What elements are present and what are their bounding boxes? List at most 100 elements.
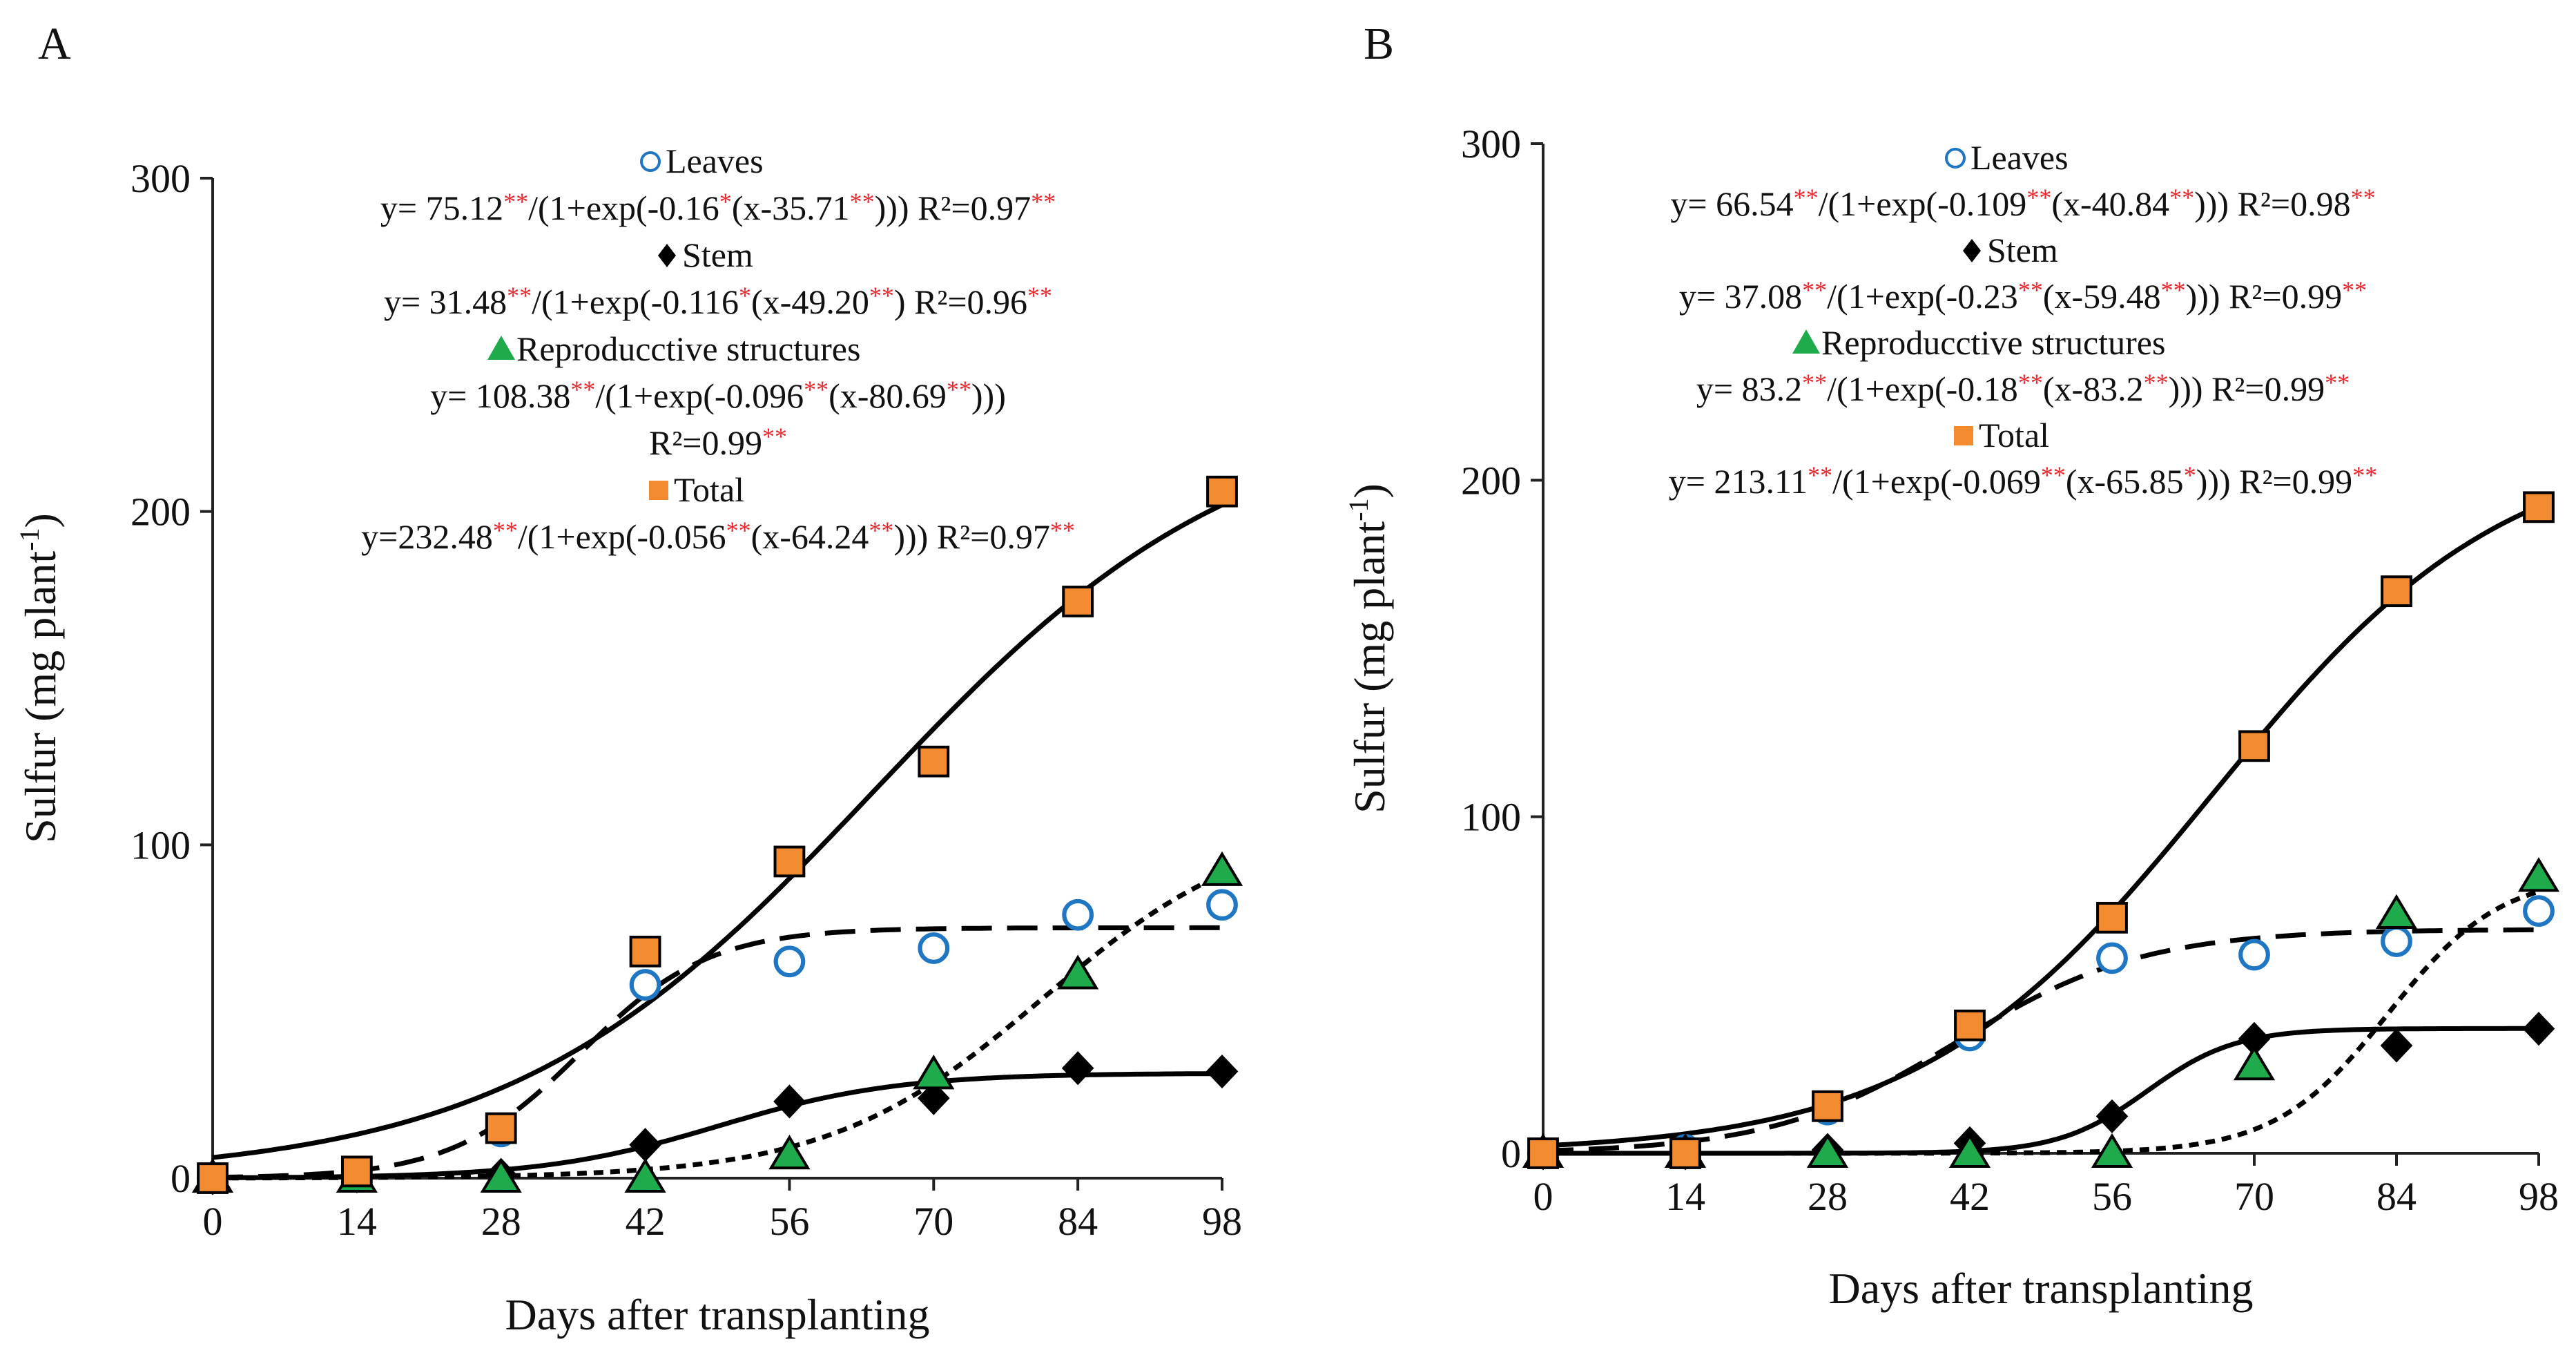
equation-part: y= 75.12 (380, 189, 503, 227)
significance-star: * (739, 282, 751, 309)
reproductive-point (1806, 1133, 1849, 1168)
reproductive-point (1057, 954, 1099, 990)
leaves-point (2523, 895, 2555, 927)
legend-series-name: Leaves (1970, 138, 2069, 177)
total-point (2381, 575, 2412, 608)
legend-diamond-icon (1963, 239, 1981, 262)
significance-star: ** (1050, 517, 1075, 544)
legend-series-name: Total (674, 470, 744, 509)
significance-star: ** (2041, 461, 2066, 489)
legend-series-name: Stem (1987, 231, 2058, 269)
significance-star: ** (1027, 282, 1052, 309)
equation-part: ))) R²=0.98 (2194, 184, 2351, 223)
significance-star: ** (762, 423, 787, 450)
legend-series-name: Total (1979, 416, 2049, 454)
leaves-point (2381, 925, 2412, 957)
y-axis-title-main: Sulfur (mg plant (1345, 521, 1394, 814)
leaves-point (629, 969, 661, 1001)
significance-star: ** (2325, 369, 2350, 396)
leaves-series (197, 889, 1238, 1194)
significance-star: * (2184, 461, 2196, 489)
y-axis-title-superscript: -1 (14, 528, 45, 550)
significance-star: ** (1802, 276, 1827, 304)
leaves-point (773, 945, 806, 978)
reproductive-fit-curve (213, 872, 1223, 1181)
y-axis-title-close: ) (16, 513, 65, 528)
total-point (2238, 730, 2270, 762)
legend-equation: y= 75.12**/(1+exp(-0.16*(x-35.71**))) R²… (380, 188, 1056, 227)
total-series (1527, 491, 2555, 1169)
y-tick-label: 0 (171, 1156, 191, 1201)
legend-triangle-icon (487, 336, 515, 360)
legend-series-name: Leaves (666, 142, 764, 180)
significance-star: ** (2351, 184, 2376, 211)
equation-part: /(1+exp(-0.056 (518, 517, 726, 556)
chart-panel-b: B 0 100 200 300 0 14 28 42 56 70 84 98 Days after tra… (1343, 19, 2560, 1313)
significance-star: ** (2018, 369, 2043, 396)
equation-part: /(1+exp(-0.096 (595, 376, 804, 415)
significance-star: ** (869, 282, 894, 309)
equation-part: (x-59.48 (2043, 277, 2161, 316)
reproductive-point (2517, 857, 2560, 892)
x-tick-label: 70 (913, 1199, 953, 1244)
y-tick-label: 300 (1461, 122, 1521, 166)
x-tick-label: 42 (1950, 1174, 1990, 1219)
reproductive-fit-curve (1543, 889, 2540, 1156)
significance-star: * (719, 188, 732, 215)
x-tick-label: 14 (337, 1199, 377, 1244)
x-tick-label: 0 (203, 1199, 223, 1244)
significance-star: ** (2352, 461, 2377, 489)
significance-star: ** (726, 517, 751, 544)
equation-part: y= 83.2 (1696, 369, 1802, 408)
significance-star: ** (507, 282, 532, 309)
significance-star: ** (2169, 184, 2194, 211)
significance-star: ** (2161, 276, 2186, 304)
x-tick-label: 42 (626, 1199, 666, 1244)
leaves-point (918, 932, 950, 964)
total-point (1206, 475, 1238, 508)
equation-part: ))) R²=0.97 (893, 517, 1050, 556)
significance-star: ** (2026, 184, 2051, 211)
stem-series (196, 1051, 1239, 1195)
total-point (773, 845, 806, 878)
stem-point (629, 1128, 661, 1162)
legend-square-icon (1954, 426, 1973, 445)
total-point (340, 1155, 373, 1188)
significance-star: ** (850, 188, 875, 215)
legend-series-name: Reproducctive structures (516, 329, 860, 368)
total-point (485, 1112, 517, 1144)
equation-part: (x-80.69 (829, 376, 947, 415)
significance-star: ** (1808, 461, 1832, 489)
significance-star: ** (2144, 369, 2169, 396)
total-point (1954, 1009, 1986, 1041)
legend-series-name: Stem (682, 235, 753, 274)
x-tick-label: 98 (1202, 1199, 1242, 1244)
significance-star: ** (947, 376, 971, 403)
significance-star: ** (869, 517, 893, 544)
reproductive-point (2375, 894, 2418, 929)
reproductive-point (1948, 1133, 1991, 1168)
legend-diamond-icon (658, 244, 676, 267)
significance-star: ** (503, 188, 528, 215)
legend-equation: y= 83.2**/(1+exp(-0.18**(x-83.2**))) R²=… (1696, 369, 2350, 408)
y-axis-title: Sulfur (mg plant-1) (14, 513, 65, 843)
panel-label: B (1364, 19, 1394, 69)
significance-star: ** (1802, 369, 1827, 396)
reproductive-point (2091, 1133, 2133, 1168)
x-axis-title: Days after transplanting (1829, 1264, 2254, 1313)
significance-star: ** (804, 376, 829, 403)
reproductive-series (1522, 857, 2560, 1168)
x-tick-label: 84 (1058, 1199, 1098, 1244)
leaves-point (1206, 889, 1238, 921)
significance-star: ** (493, 517, 518, 544)
significance-star: ** (1031, 188, 1056, 215)
legend-equation-r2: R²=0.99** (649, 423, 787, 462)
x-tick-label: 98 (2519, 1174, 2559, 1219)
equation-part: R²=0.99 (649, 423, 762, 462)
reproductive-point (913, 1055, 955, 1090)
total-point (1527, 1137, 1559, 1169)
total-point (1812, 1090, 1843, 1122)
